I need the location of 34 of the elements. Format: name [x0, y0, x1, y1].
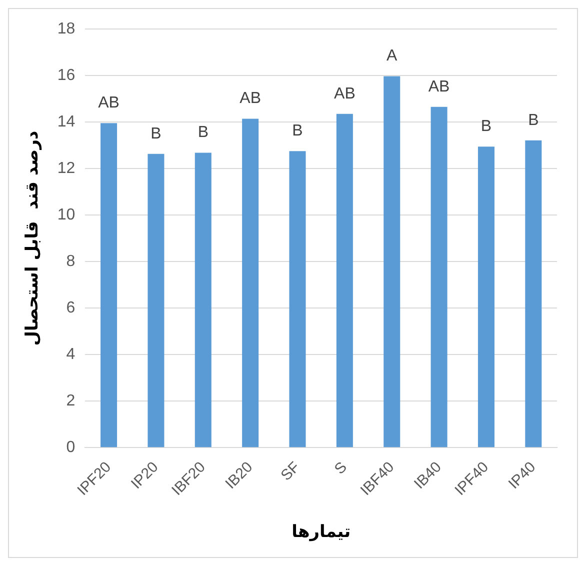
annotation: B — [480, 118, 492, 136]
y-tick-label: 2 — [66, 392, 76, 410]
y-axis-title: درصد قند قابل استحصال — [22, 130, 43, 346]
bar — [478, 146, 494, 448]
x-tick-label: SF — [278, 458, 304, 484]
annotation: AB — [428, 78, 450, 96]
bar — [430, 106, 448, 448]
annotation: B — [198, 124, 208, 142]
bar — [289, 151, 306, 448]
bar — [525, 140, 542, 448]
x-tick-label: S — [331, 458, 350, 478]
annotation: AB — [240, 90, 261, 108]
y-tick-label: 10 — [57, 206, 76, 224]
y-tick-label: 14 — [57, 113, 76, 130]
annotation: AB — [334, 85, 356, 102]
bar — [100, 123, 118, 448]
y-tick-label: 6 — [66, 299, 76, 316]
bar — [194, 152, 212, 448]
bar — [384, 76, 400, 448]
y-tick-label: 16 — [57, 66, 76, 84]
y-tick-label: 8 — [66, 252, 76, 270]
y-tick-label: 0 — [66, 438, 76, 456]
y-tick-label: 12 — [57, 160, 76, 177]
x-axis-title: تیمارها — [292, 522, 351, 542]
annotation: AB — [98, 94, 120, 112]
y-tick-label: 18 — [57, 20, 76, 38]
bar — [242, 118, 259, 448]
bar — [148, 154, 164, 448]
annotation: B — [292, 122, 303, 140]
annotation: B — [150, 125, 162, 142]
bar — [336, 114, 353, 448]
y-tick-label: 4 — [66, 346, 76, 363]
annotation: A — [386, 48, 398, 65]
annotation: B — [528, 112, 539, 129]
